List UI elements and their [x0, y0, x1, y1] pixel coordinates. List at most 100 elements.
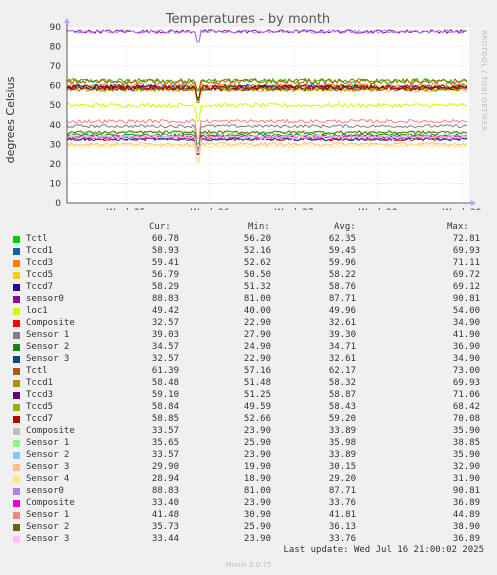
legend-cur-value: 34.57 — [151, 342, 179, 352]
legend-min-value: 51.48 — [243, 378, 271, 388]
legend-cur-value: 58.93 — [151, 246, 179, 256]
legend-min-value: 52.66 — [243, 414, 271, 424]
legend-cur-value: 28.94 — [151, 474, 179, 484]
legend-avg-value: 49.96 — [328, 306, 356, 316]
legend-swatch — [13, 356, 20, 363]
legend-row: loc1 49.42 40.00 49.96 54.00 — [0, 306, 497, 318]
legend-cur-value: 35.65 — [151, 438, 179, 448]
legend-avg-value: 58.87 — [328, 390, 356, 400]
y-tick-label: 70 — [50, 62, 62, 72]
legend-cur-value: 33.40 — [151, 498, 179, 508]
legend-swatch — [13, 380, 20, 387]
legend-row: sensor0 88.83 81.00 87.71 90.81 — [0, 294, 497, 306]
legend-swatch — [13, 344, 20, 351]
legend-max-value: 68.42 — [452, 402, 480, 412]
legend-cur-value: 35.73 — [151, 522, 179, 532]
legend-avg-value: 34.71 — [328, 342, 356, 352]
legend-cur-value: 59.10 — [151, 390, 179, 400]
legend-avg-value: 35.98 — [328, 438, 356, 448]
legend-cur-value: 56.79 — [151, 270, 179, 280]
legend-min-value: 40.00 — [243, 306, 271, 316]
legend-avg-value: 58.76 — [328, 282, 356, 292]
legend-swatch — [13, 440, 20, 447]
legend-avg-value: 62.35 — [328, 234, 356, 244]
side-label: RRDTOOL / TOBI OETIKER — [480, 30, 488, 131]
legend-min-value: 51.32 — [243, 282, 271, 292]
legend-row: Tccd7 58.29 51.32 58.76 69.12 — [0, 282, 497, 294]
legend-swatch — [13, 320, 20, 327]
legend-row: Tccd7 58.85 52.66 59.20 70.08 — [0, 414, 497, 426]
legend-avg-value: 33.76 — [328, 498, 356, 508]
legend-max-value: 35.90 — [452, 426, 480, 436]
x-tick-label: Week 27 — [275, 208, 314, 210]
last-update: Last update: Wed Jul 16 21:00:02 2025 — [283, 545, 484, 555]
legend-avg-value: 87.71 — [328, 294, 356, 304]
legend-swatch — [13, 284, 20, 291]
axes: 0 10 20 30 40 50 60 70 80 90 Week 25 Week 26 Week 27… — [50, 18, 482, 210]
legend-swatch — [13, 536, 20, 543]
legend-max-value: 31.90 — [452, 474, 480, 484]
legend-avg-value: 33.76 — [328, 534, 356, 544]
legend-series-name: Tctl — [26, 234, 48, 244]
y-tick-label: 10 — [50, 179, 62, 189]
series-line — [67, 143, 468, 163]
legend-max-value: 36.90 — [452, 342, 480, 352]
legend-row: Composite 32.57 22.90 32.61 34.90 — [0, 318, 497, 330]
legend-series-name: Sensor 3 — [26, 534, 70, 544]
x-axis-arrow — [471, 200, 476, 206]
legend-min-value: 81.00 — [243, 294, 271, 304]
legend-row: Sensor 2 33.57 23.90 33.89 35.90 — [0, 450, 497, 462]
legend-swatch — [13, 416, 20, 423]
legend-avg-value: 58.32 — [328, 378, 356, 388]
y-tick-label: 40 — [50, 121, 62, 131]
legend-min-value: 27.90 — [243, 330, 271, 340]
legend-swatch — [13, 272, 20, 279]
legend-avg-value: 59.45 — [328, 246, 356, 256]
legend-avg-value: 33.89 — [328, 426, 356, 436]
legend-rows: Tctl 60.78 56.20 62.35 72.81 Tccd1 58.93 52.16 5… — [0, 234, 497, 546]
temperature-chart: Temperatures - by month degrees Celsius … — [0, 0, 497, 210]
legend-row: Tccd3 59.41 52.62 59.96 71.11 — [0, 258, 497, 270]
legend-cur-value: 88.83 — [151, 294, 179, 304]
legend-min-value: 23.90 — [243, 498, 271, 508]
legend-max-value: 34.90 — [452, 354, 480, 364]
legend-row: Tccd3 59.10 51.25 58.87 71.06 — [0, 390, 497, 402]
legend-avg-value: 32.61 — [328, 354, 356, 364]
legend-row: Sensor 3 32.57 22.90 32.61 34.90 — [0, 354, 497, 366]
legend-avg-value: 29.20 — [328, 474, 356, 484]
legend-min-value: 30.90 — [243, 510, 271, 520]
legend-row: Tccd1 58.93 52.16 59.45 69.93 — [0, 246, 497, 258]
series-line — [66, 102, 468, 122]
legend-swatch — [13, 404, 20, 411]
legend-avg-value: 59.96 — [328, 258, 356, 268]
legend-min-value: 56.20 — [243, 234, 271, 244]
legend-max-value: 36.89 — [452, 498, 480, 508]
legend-series-name: Sensor 2 — [26, 342, 70, 352]
legend-row: Sensor 3 33.44 23.90 33.76 36.89 — [0, 534, 497, 546]
legend-min-value: 57.16 — [243, 366, 271, 376]
legend-max-value: 72.81 — [452, 234, 480, 244]
legend-series-name: Tccd3 — [26, 258, 54, 268]
legend-row: Tctl 60.78 56.20 62.35 72.81 — [0, 234, 497, 246]
legend-min-value: 50.50 — [243, 270, 271, 280]
legend-max-value: 69.93 — [452, 378, 480, 388]
legend-cur-value: 58.29 — [151, 282, 179, 292]
legend-row: Composite 33.40 23.90 33.76 36.89 — [0, 498, 497, 510]
y-axis-label: degrees Celsius — [4, 76, 17, 163]
legend-swatch — [13, 332, 20, 339]
legend-max-value: 73.00 — [452, 366, 480, 376]
legend-cur-value: 49.42 — [151, 306, 179, 316]
series-line — [66, 83, 468, 98]
legend-row: Sensor 1 41.48 30.90 41.81 44.89 — [0, 510, 497, 522]
legend-series-name: Tctl — [26, 366, 48, 376]
y-tick-label: 20 — [50, 160, 62, 170]
series-lines — [66, 28, 468, 163]
legend-series-name: Tccd5 — [26, 402, 54, 412]
legend-row: Tccd1 58.48 51.48 58.32 69.93 — [0, 378, 497, 390]
legend-series-name: Sensor 1 — [26, 510, 70, 520]
legend-min-value: 25.90 — [243, 522, 271, 532]
legend-max-value: 34.90 — [452, 318, 480, 328]
legend-min-value: 19.90 — [243, 462, 271, 472]
legend-avg-value: 62.17 — [328, 366, 356, 376]
legend-max-value: 71.06 — [452, 390, 480, 400]
